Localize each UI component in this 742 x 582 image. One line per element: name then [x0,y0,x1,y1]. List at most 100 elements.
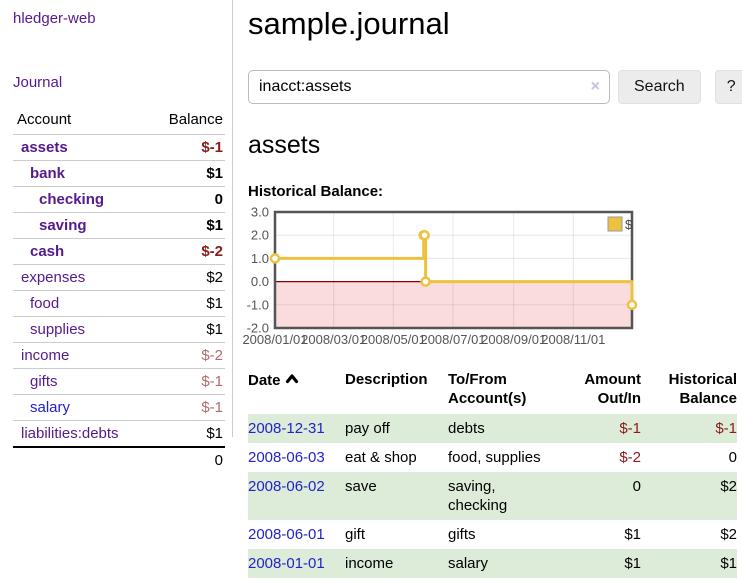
account-row: income $-2 [13,342,225,369]
account-balance: $-1 [201,139,223,156]
transaction-balance: $-1 [715,420,737,437]
accounts-col-header-account: Account [17,111,72,128]
transaction-amount: $-2 [619,449,641,466]
register-col-header-description: Description [345,371,428,388]
register-row: 2008-06-03 eat & shop food, supplies $-2… [248,443,737,472]
account-link[interactable]: salary [30,399,71,416]
transaction-description: eat & shop [345,449,417,466]
account-balance: $1 [206,217,223,234]
transaction-amount: 0 [632,478,641,495]
account-link[interactable]: food [30,295,60,312]
account-link[interactable]: saving [39,217,87,234]
register-table: Date Description To/From Account(s) Amou… [248,366,737,578]
account-link[interactable]: expenses [21,269,86,286]
search-input[interactable] [248,70,610,104]
svg-text:2008/01/01: 2008/01/01 [242,332,307,347]
svg-text:0.0: 0.0 [251,274,269,289]
transaction-date-link[interactable]: 2008-06-02 [248,478,325,495]
svg-text:2008/11/01: 2008/11/01 [541,332,605,347]
account-row: salary $-1 [13,394,225,421]
account-heading: assets [248,131,321,159]
register-row: 2008-06-01 gift gifts $1 $2 [248,520,737,549]
page-title: sample.journal [248,6,450,41]
transaction-date-link[interactable]: 2008-12-31 [248,420,325,437]
search-bar: × Search ? [248,70,742,104]
account-row: supplies $1 [13,316,225,343]
account-link[interactable]: supplies [30,321,86,338]
transaction-balance: $2 [720,526,737,543]
accounts-col-header-balance: Balance [168,111,223,128]
account-row: bank $1 [13,160,225,187]
search-button[interactable]: Search [618,70,701,104]
transaction-balance: $1 [720,555,737,572]
register-col-header-accounts: To/From Account(s) [448,371,527,407]
transaction-accounts: food, supplies [448,449,541,466]
transaction-balance: 0 [728,449,737,466]
register-col-header-amount: Amount Out/In [584,371,641,407]
transaction-date-link[interactable]: 2008-06-03 [248,449,325,466]
transaction-amount: $-1 [619,420,641,437]
svg-text:$: $ [625,217,633,232]
account-balance: $1 [206,321,223,338]
svg-text:-1.0: -1.0 [247,297,269,312]
account-row: liabilities:debts $1 [13,420,225,448]
register-row: 2008-12-31 pay off debts $-1 $-1 [248,414,737,443]
transaction-accounts: saving, checking [448,478,508,514]
sidebar-item-journal[interactable]: Journal [13,74,63,91]
svg-text:2.0: 2.0 [251,228,269,243]
transaction-amount: $1 [624,526,641,543]
account-balance: $1 [206,295,223,312]
svg-text:2008/09/01: 2008/09/01 [481,332,546,347]
account-balance: $-2 [201,243,223,260]
transaction-description: income [345,555,394,572]
account-row: saving $1 [13,212,225,239]
clear-search-icon[interactable]: × [590,78,600,95]
account-balance: $1 [206,425,223,442]
account-link[interactable]: bank [30,165,66,182]
account-balance: 0 [214,191,223,208]
account-balance: $-1 [201,399,223,416]
transaction-accounts: salary [448,555,489,572]
account-link[interactable]: checking [39,191,105,208]
historical-balance-chart: 3.0 2.0 1.0 0.0 -1.0 -2.02008/01/012008/03/01… [242,206,638,347]
account-row: expenses $2 [13,264,225,291]
transaction-description: save [345,478,377,495]
svg-text:2008/03/01: 2008/03/01 [301,332,366,347]
sidebar: hledger-web Journal Account Balance asse… [0,0,233,469]
account-link[interactable]: liabilities:debts [21,425,119,442]
transaction-description: gift [345,526,366,543]
account-balance: $-2 [201,347,223,364]
main-content: sample.journal × Search ? assets Histori… [233,0,742,582]
transaction-date-link[interactable]: 2008-01-01 [248,555,325,572]
account-balance: $2 [206,269,223,286]
svg-text:-2.0: -2.0 [247,321,269,336]
account-link[interactable]: income [21,347,70,364]
sort-ascending-icon [285,370,299,389]
app-title-link[interactable]: hledger-web [13,10,96,27]
account-row: cash $-2 [13,238,225,265]
account-balance: $-1 [201,373,223,390]
transaction-accounts: gifts [448,526,476,543]
transaction-amount: $1 [624,555,641,572]
transaction-date-link[interactable]: 2008-06-01 [248,526,325,543]
account-link[interactable]: gifts [30,373,58,390]
register-col-header-balance: Historical Balance [668,371,737,407]
account-row: gifts $-1 [13,368,225,395]
svg-text:1.0: 1.0 [251,251,269,266]
chart-title: Historical Balance: [248,183,384,200]
register-row: 2008-06-02 save saving, checking 0 $2 [248,472,737,520]
account-balance: $1 [206,165,223,182]
help-button[interactable]: ? [714,70,742,104]
svg-text:3.0: 3.0 [251,206,269,220]
account-row: checking 0 [13,186,225,213]
register-col-header-date[interactable]: Date [248,366,345,414]
accounts-total-balance: 0 [214,452,223,469]
accounts-table: Account Balance assets $-1 bank $1 check… [13,107,225,473]
transaction-description: pay off [345,420,390,437]
transaction-accounts: debts [448,420,485,437]
register-row: 2008-01-01 income salary $1 $1 [248,549,737,578]
account-link[interactable]: assets [21,139,68,156]
accounts-total-row: 0 [13,447,225,473]
svg-text:2008/07/01: 2008/07/01 [420,332,485,347]
account-link[interactable]: cash [30,243,65,260]
